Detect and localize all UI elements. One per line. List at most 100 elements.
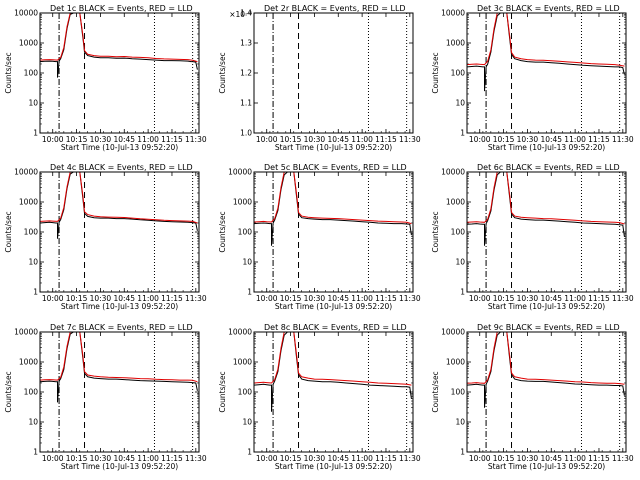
x-tick-label: 10:30: [90, 294, 112, 303]
x-tick-label: 11:00: [137, 135, 159, 144]
y-axis-label: Counts/sec: [218, 371, 227, 412]
plot-frame: [253, 171, 414, 293]
y-tick-label: 100: [24, 388, 39, 397]
x-tick-label: 10:45: [113, 135, 135, 144]
x-tick-label: 10:00: [42, 294, 64, 303]
x-tick-label: 10:15: [493, 294, 515, 303]
panel-det-1: Det 1c BLACK = Events, RED = LLD Counts/s…: [4, 4, 207, 152]
x-tick-label: 11:15: [375, 294, 397, 303]
x-tick-label: 10:00: [256, 135, 278, 144]
x-tick-label: 10:30: [90, 454, 112, 463]
x-tick-label: 10:15: [493, 454, 515, 463]
x-tick-label: 10:00: [256, 454, 278, 463]
y-tick-label: 10000: [441, 168, 465, 177]
x-tick-label: 10:00: [469, 135, 491, 144]
plot-frame: [253, 331, 414, 453]
x-tick-label: 11:30: [185, 135, 207, 144]
x-tick-label: 10:30: [517, 454, 539, 463]
series-events: [40, 172, 198, 239]
y-axis-label: Counts/sec: [4, 371, 13, 412]
y-tick-label: 1: [460, 288, 465, 297]
series-lld: [40, 13, 198, 63]
panel-det-6: Det 6c BLACK = Events, RED = LLD Counts/s…: [431, 163, 634, 311]
panel-det-4: Det 4c BLACK = Events, RED = LLD Counts/s…: [4, 163, 207, 311]
y-tick-label: 10000: [14, 328, 38, 337]
y-tick-label: 10000: [441, 328, 465, 337]
panel-det-3: Det 3c BLACK = Events, RED = LLD Counts/s…: [431, 4, 634, 152]
x-tick-label: 10:45: [540, 294, 562, 303]
x-tick-label: 10:00: [42, 135, 64, 144]
y-tick-label: 1: [247, 288, 252, 297]
x-tick-label: 10:15: [280, 294, 302, 303]
y-tick-label: 1.0: [240, 129, 252, 138]
x-tick-label: 11:00: [137, 294, 159, 303]
y-tick-label: 1: [247, 448, 252, 457]
x-tick-label: 10:15: [280, 454, 302, 463]
x-tick-label: 10:30: [304, 454, 326, 463]
x-tick-label: 10:30: [517, 294, 539, 303]
y-tick-label: 1000: [446, 358, 465, 367]
plot-frame: [466, 171, 627, 293]
panel-det-7: Det 7c BLACK = Events, RED = LLD Counts/s…: [4, 323, 207, 471]
x-tick-label: 11:30: [612, 294, 634, 303]
y-tick-label: 10: [455, 258, 465, 267]
x-tick-label: 10:30: [517, 135, 539, 144]
y-tick-label: 10000: [14, 9, 38, 18]
y-tick-label: 1000: [19, 39, 38, 48]
x-tick-label: 10:45: [113, 294, 135, 303]
x-tick-label: 11:00: [564, 294, 586, 303]
panel-title: Det 6c BLACK = Events, RED = LLD: [477, 163, 620, 172]
y-tick-label: 10: [455, 99, 465, 108]
x-axis-label: Start Time (10-Jul-13 09:52:20): [275, 462, 392, 471]
series-events: [40, 13, 198, 78]
plot-frame: [253, 12, 414, 134]
panel-title: Det 3c BLACK = Events, RED = LLD: [477, 4, 620, 13]
y-axis-label: Counts/sec: [431, 52, 440, 93]
y-tick-label: 100: [451, 228, 466, 237]
x-axis-label: Start Time (10-Jul-13 09:52:20): [61, 462, 178, 471]
y-tick-label: 100: [24, 69, 39, 78]
panel-title: Det 2r BLACK = Events, RED = LLD: [264, 4, 406, 13]
x-tick-label: 10:15: [66, 294, 88, 303]
y-tick-label: 1: [460, 129, 465, 138]
x-tick-label: 11:30: [399, 294, 421, 303]
panel-det-2: Det 2r BLACK = Events, RED = LLD Counts/s…: [218, 4, 421, 152]
x-tick-label: 10:00: [42, 454, 64, 463]
x-tick-label: 11:15: [588, 135, 610, 144]
x-tick-label: 10:45: [327, 454, 349, 463]
y-axis-label: Counts/sec: [431, 371, 440, 412]
x-tick-label: 10:00: [256, 294, 278, 303]
y-tick-label: 1: [33, 288, 38, 297]
y-tick-label: 10000: [441, 9, 465, 18]
plot-frame: [466, 12, 627, 134]
x-tick-label: 10:15: [493, 135, 515, 144]
panel-det-9: Det 9c BLACK = Events, RED = LLD Counts/s…: [431, 323, 634, 471]
y-tick-label: 10: [242, 258, 252, 267]
series-lld: [40, 332, 198, 383]
x-tick-label: 11:15: [375, 454, 397, 463]
series-lld: [40, 172, 198, 224]
y-tick-label: 10: [28, 99, 38, 108]
x-axis-label: Start Time (10-Jul-13 09:52:20): [488, 143, 605, 152]
series-lld: [254, 172, 412, 225]
x-tick-label: 10:45: [113, 454, 135, 463]
y-tick-label: 1: [33, 129, 38, 138]
x-tick-label: 11:00: [351, 454, 373, 463]
x-tick-label: 10:45: [327, 294, 349, 303]
x-tick-label: 11:15: [375, 135, 397, 144]
x-tick-label: 10:00: [469, 454, 491, 463]
x-tick-label: 11:15: [161, 294, 183, 303]
panel-title: Det 1c BLACK = Events, RED = LLD: [50, 4, 193, 13]
y-tick-label: 100: [238, 228, 253, 237]
y-tick-label: 1000: [446, 198, 465, 207]
x-tick-label: 11:15: [161, 454, 183, 463]
x-axis-label: Start Time (10-Jul-13 09:52:20): [275, 302, 392, 311]
y-axis-label: Counts/sec: [4, 211, 13, 252]
series-lld: [254, 332, 412, 386]
y-tick-label: 1000: [19, 198, 38, 207]
x-tick-label: 11:15: [161, 135, 183, 144]
y-tick-label: 10: [455, 418, 465, 427]
x-tick-label: 11:30: [399, 454, 421, 463]
x-tick-label: 11:00: [564, 454, 586, 463]
